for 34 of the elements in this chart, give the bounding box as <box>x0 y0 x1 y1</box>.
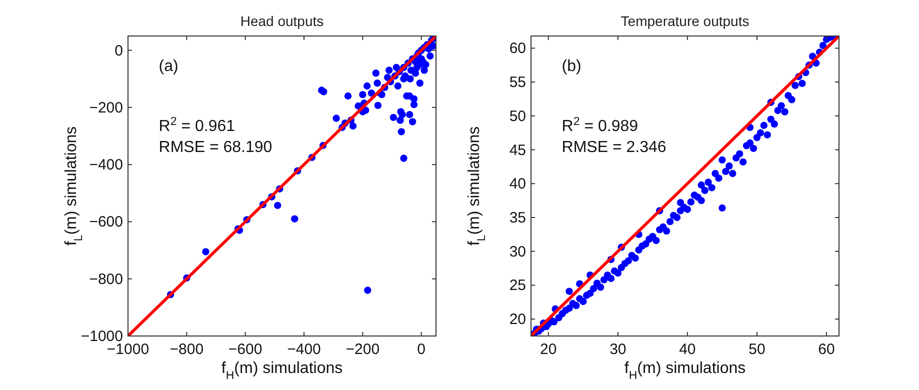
x-tick-label: −200 <box>346 341 380 358</box>
x-tick-label: −400 <box>287 341 321 358</box>
y-tick-label: 60 <box>509 40 526 58</box>
y-tick-label: 50 <box>509 108 526 125</box>
annotation: RMSE = 68.190 <box>158 139 272 156</box>
x-tick-label: −800 <box>170 341 204 358</box>
y-tick-label: −800 <box>89 270 123 288</box>
x-axis-title: f$_{H}$(m) simulations <box>221 360 343 382</box>
y-tick-label: 35 <box>509 209 526 226</box>
y-tick-label: 25 <box>509 277 526 294</box>
x-tick-label: 30 <box>610 341 626 358</box>
y-tick-label: −200 <box>89 99 123 116</box>
y-tick-label: −400 <box>89 156 123 174</box>
annotation: R$^{2}$ = 0.989 <box>562 116 638 135</box>
chart-title: Temperature outputs <box>620 13 750 29</box>
y-tick-label: 45 <box>509 142 526 159</box>
annotation: (a) <box>158 58 178 75</box>
x-tick-label: 0 <box>417 341 426 358</box>
y-tick-label: 55 <box>509 74 526 92</box>
annotation: R$^{2}$ = 0.961 <box>158 116 236 135</box>
y-tick-label: −600 <box>89 214 123 231</box>
x-tick-label: 20 <box>540 341 557 358</box>
x-axis-title: f$_{H}$(m) simulations <box>624 360 746 382</box>
x-tick-label: 50 <box>748 341 766 358</box>
y-tick-label: 20 <box>509 311 526 328</box>
y-tick-label: 0 <box>114 42 123 60</box>
x-tick-label: 40 <box>679 341 696 358</box>
chart-title: Head outputs <box>240 13 324 29</box>
y-tick-label: 30 <box>509 243 526 260</box>
x-tick-label: 60 <box>818 341 835 358</box>
x-tick-label: −600 <box>228 341 262 358</box>
annotation: (b) <box>562 58 582 75</box>
annotation: RMSE = 2.346 <box>562 139 666 156</box>
y-tick-label: 40 <box>509 176 526 193</box>
